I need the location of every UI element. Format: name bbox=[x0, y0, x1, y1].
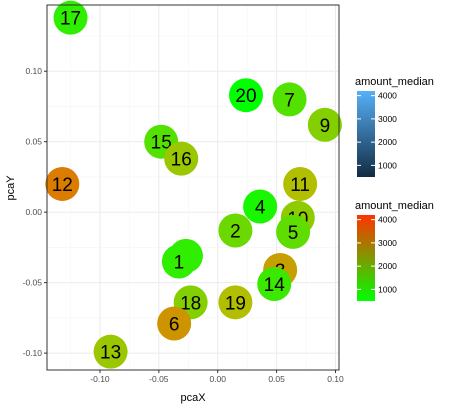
point-marker bbox=[228, 78, 263, 113]
legend-tick-label: 3000 bbox=[378, 114, 397, 124]
legend-tick-label: 1000 bbox=[378, 284, 397, 294]
legend-color-bar bbox=[357, 91, 375, 177]
point-marker bbox=[45, 166, 80, 201]
y-tick-label: 0.05 bbox=[25, 137, 42, 147]
panel-border bbox=[46, 4, 340, 371]
point-marker bbox=[164, 141, 199, 176]
point-label: 9 bbox=[320, 116, 331, 137]
scatter-point-9: 9 bbox=[307, 107, 342, 142]
x-tick-label: 0.00 bbox=[209, 374, 226, 384]
legend-fill-scale: amount_median 1000 2000 3000 4000 bbox=[355, 200, 434, 301]
legend-fill-ticks: 1000 2000 3000 4000 bbox=[357, 215, 397, 294]
scatter-point-14: 14 bbox=[257, 267, 292, 302]
point-label: 16 bbox=[171, 150, 192, 171]
point-label: 19 bbox=[225, 293, 246, 314]
scatter-point-5: 5 bbox=[276, 214, 311, 249]
x-axis-ticks: -0.10 -0.05 0.00 0.05 0.10 bbox=[90, 370, 344, 384]
scatter-point-4: 4 bbox=[243, 189, 278, 224]
point-label: 15 bbox=[151, 133, 172, 154]
legend-tick-label: 4000 bbox=[378, 215, 397, 225]
point-label: 7 bbox=[284, 90, 295, 111]
legend-color-title: amount_median bbox=[355, 76, 434, 88]
point-label: 18 bbox=[180, 293, 201, 314]
point-label: 2 bbox=[230, 221, 241, 242]
scatter-point-13: 13 bbox=[93, 334, 128, 369]
point-marker bbox=[161, 244, 196, 279]
point-label: 1 bbox=[174, 252, 185, 273]
point-label: 6 bbox=[169, 314, 180, 335]
scatter-point-19: 19 bbox=[218, 285, 253, 320]
x-axis-title: pcaX bbox=[180, 392, 206, 404]
y-tick-label: -0.05 bbox=[23, 278, 43, 288]
legend-tick-label: 1000 bbox=[378, 160, 397, 170]
point-marker bbox=[218, 213, 253, 248]
point-label: 13 bbox=[100, 343, 121, 364]
scatter-point-17: 17 bbox=[53, 0, 88, 35]
grid-lines bbox=[47, 5, 339, 370]
scatter-points: 1720791516121141025813141819613 bbox=[45, 0, 342, 369]
x-tick-label: -0.05 bbox=[149, 374, 169, 384]
point-label: 4 bbox=[255, 198, 266, 219]
point-marker bbox=[218, 285, 253, 320]
legend-tick-label: 4000 bbox=[378, 91, 397, 101]
legend-color-scale: amount_median 1000 2000 3000 4000 bbox=[355, 76, 434, 177]
x-tick-label: -0.10 bbox=[90, 374, 110, 384]
point-label: 14 bbox=[264, 275, 286, 296]
legend-fill-bar bbox=[357, 215, 375, 301]
point-label: 11 bbox=[290, 175, 310, 196]
scatter-point-7: 7 bbox=[272, 82, 307, 117]
point-marker bbox=[276, 214, 311, 249]
legend-fill-title: amount_median bbox=[355, 200, 434, 212]
legend-tick-label: 3000 bbox=[378, 238, 397, 248]
point-marker bbox=[272, 82, 307, 117]
point-marker bbox=[93, 334, 128, 369]
y-axis-title: pcaY bbox=[5, 175, 17, 201]
legend-color-ticks: 1000 2000 3000 4000 bbox=[357, 91, 397, 170]
scatter-point-20: 20 bbox=[228, 78, 263, 113]
y-axis-ticks: -0.10 -0.05 0.00 0.05 0.10 bbox=[23, 66, 47, 358]
scatter-point-6: 6 bbox=[157, 306, 192, 341]
point-label: 17 bbox=[60, 9, 81, 30]
scatter-point-2: 2 bbox=[218, 213, 253, 248]
point-marker bbox=[283, 166, 318, 201]
scatter-point-11: 11 bbox=[283, 166, 318, 201]
scatter-point-1: 1 bbox=[161, 244, 196, 279]
point-marker bbox=[307, 107, 342, 142]
y-tick-label: 0.10 bbox=[25, 66, 42, 76]
legend-tick-label: 2000 bbox=[378, 261, 397, 271]
x-tick-label: 0.05 bbox=[268, 374, 285, 384]
point-marker bbox=[257, 267, 292, 302]
point-marker bbox=[157, 306, 192, 341]
y-tick-label: -0.10 bbox=[23, 348, 43, 358]
point-marker bbox=[53, 0, 88, 35]
scatter-point-16: 16 bbox=[164, 141, 199, 176]
y-tick-label: 0.00 bbox=[25, 207, 42, 217]
legend-tick-label: 2000 bbox=[378, 137, 397, 147]
point-label: 12 bbox=[52, 175, 73, 196]
x-tick-label: 0.10 bbox=[327, 374, 344, 384]
point-label: 20 bbox=[235, 86, 256, 107]
point-label: 5 bbox=[288, 223, 299, 244]
point-marker bbox=[243, 189, 278, 224]
scatter-point-12: 12 bbox=[45, 166, 80, 201]
